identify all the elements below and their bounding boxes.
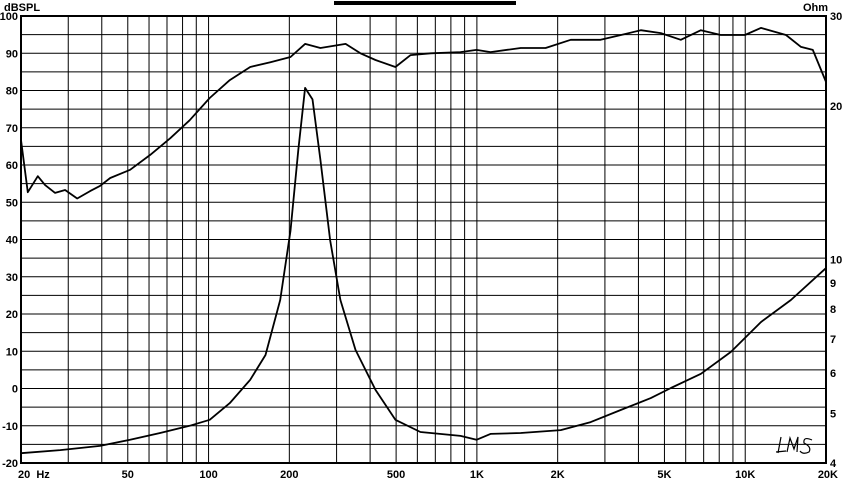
y-tick-label: 20 <box>6 309 18 321</box>
y-tick-label: 100 <box>0 11 18 23</box>
plot-frame <box>20 15 827 464</box>
x-tick-label: 100 <box>199 469 217 481</box>
x-tick-label: 20K <box>818 469 838 481</box>
y-tick-label: 50 <box>6 197 18 209</box>
y2-tick-label: 6 <box>830 368 836 380</box>
y-tick-label: 30 <box>6 272 18 284</box>
y2-tick-label: 5 <box>830 408 836 420</box>
y2-tick-label: 8 <box>830 304 836 316</box>
y2-tick-label: 20 <box>830 101 842 113</box>
y-axis-label: dBSPL <box>4 2 40 14</box>
y-tick-label: 10 <box>6 346 18 358</box>
y2-tick-label: 10 <box>830 255 842 267</box>
y-tick-label: 90 <box>6 48 18 60</box>
x-tick-label: 200 <box>280 469 298 481</box>
spl-curve <box>20 27 827 200</box>
grid <box>20 15 827 464</box>
x-tick-label: 5K <box>657 469 671 481</box>
top-bar-marker <box>334 1 516 5</box>
x-tick-label: 2K <box>551 469 565 481</box>
y2-tick-label: 30 <box>830 11 842 23</box>
y-tick-label: -20 <box>2 458 18 470</box>
y-tick-label: -10 <box>2 421 18 433</box>
series-group <box>20 27 827 455</box>
tick-labels: 20 Hz 50 100 200 500 1K 2K 5K 10K 20K100908070605… <box>0 11 842 481</box>
y-tick-label: 60 <box>6 160 18 172</box>
x-tick-label: 20 Hz <box>18 469 50 481</box>
y2-axis-label: Ohm <box>803 2 828 14</box>
x-tick-label: 1K <box>470 469 484 481</box>
lms-logo <box>775 435 813 454</box>
x-tick-label: 10K <box>735 469 755 481</box>
y2-tick-label: 7 <box>830 334 836 346</box>
y-tick-label: 80 <box>6 86 18 98</box>
y2-tick-label: 4 <box>830 458 837 470</box>
y-tick-label: 40 <box>6 235 18 247</box>
y-tick-label: 0 <box>12 384 18 396</box>
impedance-curve <box>20 87 827 455</box>
y-tick-label: 70 <box>6 123 18 135</box>
x-tick-label: 50 <box>122 469 134 481</box>
x-tick-label: 500 <box>387 469 405 481</box>
y2-tick-label: 9 <box>830 278 836 290</box>
